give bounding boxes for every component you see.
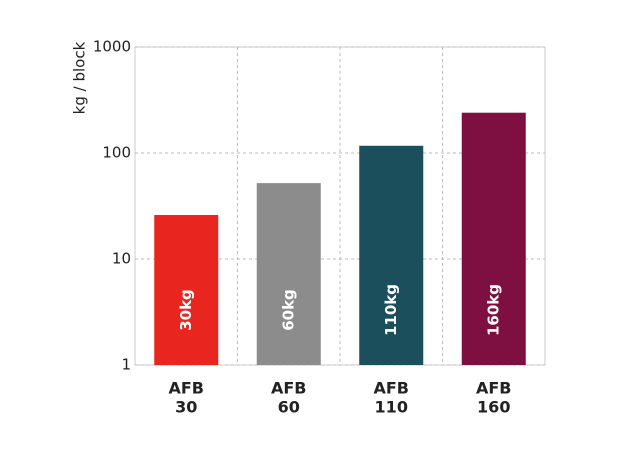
bar-label: 60kg	[279, 289, 297, 331]
bar	[154, 215, 219, 365]
bar	[359, 145, 424, 365]
x-tick-label: AFB	[373, 379, 409, 398]
bar-label: 160kg	[484, 284, 502, 336]
y-tick-label: 10	[112, 250, 131, 268]
x-tick-label: 60	[278, 398, 300, 417]
y-axis-label: kg / block	[71, 41, 89, 114]
x-tick-label: AFB	[476, 379, 512, 398]
x-tick-label: 160	[477, 398, 510, 417]
bar	[461, 112, 526, 366]
bar-label: 110kg	[382, 284, 400, 336]
x-tick-label: AFB	[271, 379, 307, 398]
y-tick-label: 1000	[93, 38, 131, 56]
bar-label: 30kg	[177, 289, 195, 331]
y-tick-label: 1	[121, 356, 131, 374]
x-tick-label: AFB	[168, 379, 204, 398]
y-tick-label: 100	[102, 144, 131, 162]
bar	[256, 183, 321, 365]
x-tick-label: 110	[375, 398, 408, 417]
x-tick-label: 30	[175, 398, 197, 417]
